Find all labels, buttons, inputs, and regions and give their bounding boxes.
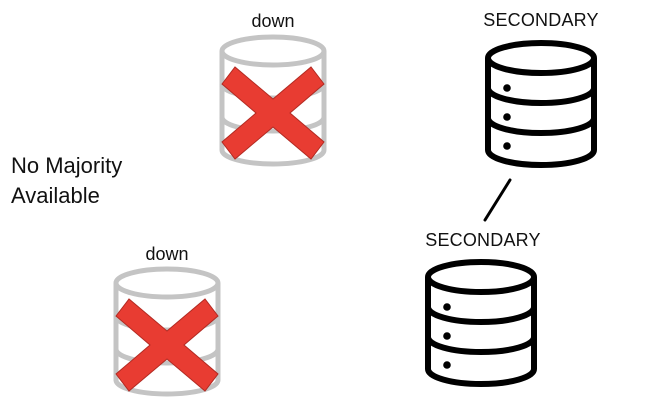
status-line-2: Available bbox=[11, 183, 100, 208]
red-x-icon bbox=[221, 66, 325, 160]
status-line-1: No Majority bbox=[11, 153, 123, 178]
database-down-icon bbox=[113, 266, 221, 397]
database-down-icon bbox=[219, 34, 327, 167]
connection-line bbox=[483, 178, 512, 222]
led-dot bbox=[503, 142, 511, 150]
majority-status-text: No Majority Available bbox=[11, 151, 122, 211]
database-icon bbox=[425, 259, 537, 387]
node-label-secondary: SECONDARY bbox=[483, 10, 599, 30]
node-label-down: down bbox=[145, 244, 189, 264]
node-label-down: down bbox=[251, 11, 295, 31]
led-dot bbox=[503, 84, 511, 92]
led-dot bbox=[443, 303, 451, 311]
led-dot bbox=[443, 361, 451, 369]
node-label-secondary: SECONDARY bbox=[425, 230, 541, 250]
database-icon bbox=[485, 40, 597, 168]
led-dot bbox=[443, 332, 451, 340]
led-dot bbox=[503, 113, 511, 121]
red-x-icon bbox=[115, 298, 219, 392]
